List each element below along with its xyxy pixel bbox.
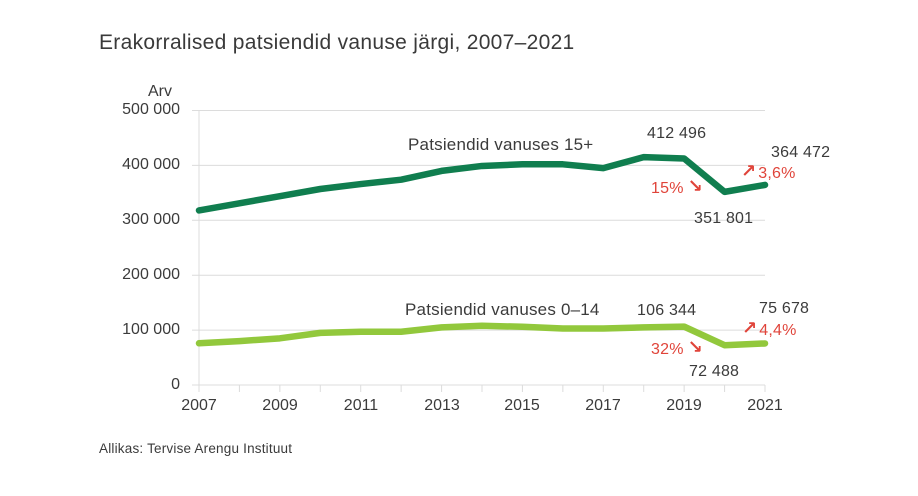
y-tick-500000: 500 000 bbox=[122, 101, 180, 118]
x-tick-2019: 2019 bbox=[666, 397, 702, 414]
value-label-0-14-2020: 72 488 bbox=[689, 363, 740, 380]
x-tick-2011: 2011 bbox=[343, 397, 379, 414]
series-label-15plus: Patsiendid vanuses 15+ bbox=[408, 135, 594, 154]
source-note: Allikas: Tervise Arengu Instituut bbox=[99, 441, 293, 456]
y-axis-title: Arv bbox=[148, 83, 172, 100]
x-tick-2017: 2017 bbox=[585, 397, 621, 414]
value-label-15plus-2020: 351 801 bbox=[694, 210, 754, 227]
change-label-15plus-rise: ↗ 3,6% bbox=[741, 161, 796, 184]
change-label-0-14-drop: 32% ↘ bbox=[651, 337, 703, 360]
value-label-15plus-2021: 364 472 bbox=[771, 144, 831, 161]
change-value-15plus-drop: 15% bbox=[651, 180, 684, 197]
x-tick-2021: 2021 bbox=[747, 397, 783, 414]
change-label-15plus-drop: 15% ↘ bbox=[651, 176, 703, 199]
chart-title: Erakorralised patsiendid vanuse järgi, 2… bbox=[99, 31, 575, 54]
y-tick-400000: 400 000 bbox=[122, 156, 180, 173]
trend-down-icon: ↘ bbox=[687, 176, 703, 197]
value-label-15plus-2019: 412 496 bbox=[647, 125, 707, 142]
x-tick-2015: 2015 bbox=[504, 397, 540, 414]
x-tick-2013: 2013 bbox=[424, 397, 460, 414]
change-value-0-14-drop: 32% bbox=[651, 341, 684, 358]
trend-down-icon: ↘ bbox=[687, 337, 703, 358]
change-value-0-14-rise: 4,4% bbox=[759, 322, 797, 339]
x-tick-2007: 2007 bbox=[181, 397, 217, 414]
series-label-0-14: Patsiendid vanuses 0–14 bbox=[405, 300, 600, 319]
y-tick-300000: 300 000 bbox=[122, 211, 180, 228]
y-tick-100000: 100 000 bbox=[122, 321, 180, 338]
y-tick-200000: 200 000 bbox=[122, 266, 180, 283]
trend-up-icon: ↗ bbox=[741, 161, 757, 182]
value-label-0-14-2019: 106 344 bbox=[637, 302, 697, 319]
x-tick-2009: 2009 bbox=[262, 397, 298, 414]
y-tick-0: 0 bbox=[171, 376, 180, 393]
series-line-15plus bbox=[195, 153, 769, 214]
change-value-15plus-rise: 3,6% bbox=[758, 165, 796, 182]
series-line-0-14 bbox=[195, 322, 769, 349]
value-label-0-14-2021: 75 678 bbox=[759, 300, 810, 317]
change-label-0-14-rise: ↗ 4,4% bbox=[742, 318, 797, 341]
trend-up-icon: ↗ bbox=[742, 318, 758, 339]
